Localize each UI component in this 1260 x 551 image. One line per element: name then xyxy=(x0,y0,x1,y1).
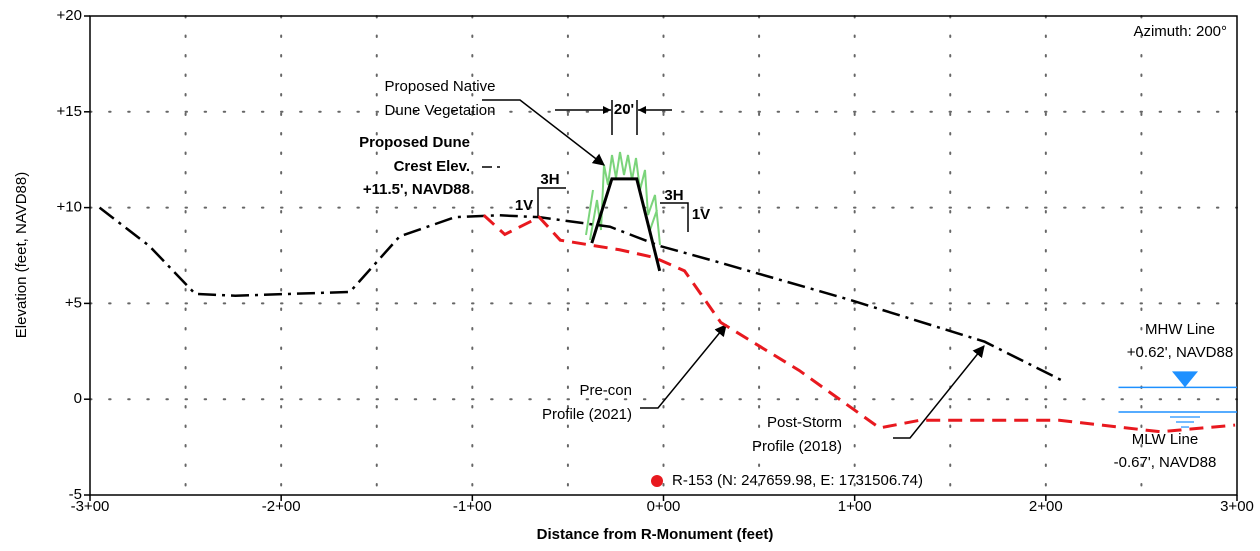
y-tick-label: -5 xyxy=(69,486,82,503)
annotation: Profile (2018) xyxy=(752,438,842,455)
leader xyxy=(893,345,985,439)
plot-frame xyxy=(89,15,1238,496)
annotation: MLW Line xyxy=(1132,431,1198,448)
annotation: -0.67', NAVD88 xyxy=(1114,454,1217,471)
x-tick-label: 3+00 xyxy=(1220,498,1254,515)
y-tick-label: +15 xyxy=(57,103,82,120)
annotation: 1V xyxy=(692,206,710,223)
x-axis-label: Distance from R-Monument (feet) xyxy=(537,526,774,543)
annotation: 3H xyxy=(540,171,559,188)
y-tick-label: 0 xyxy=(74,390,82,407)
x-tick-label: 0+00 xyxy=(647,498,681,515)
annotation: R-153 (N: 247659.98, E: 1731506.74) xyxy=(672,472,923,489)
series-line xyxy=(98,206,1066,384)
series-line xyxy=(590,177,662,272)
annotation: Proposed Dune xyxy=(359,134,470,151)
annotation: MHW Line xyxy=(1145,321,1215,338)
x-tick-label: 2+00 xyxy=(1029,498,1063,515)
leader xyxy=(640,324,727,409)
monument-marker xyxy=(651,475,663,487)
x-tick-label: -1+00 xyxy=(453,498,492,515)
slope-mark xyxy=(660,202,689,232)
azimuth: Azimuth: 200° xyxy=(1133,23,1227,40)
x-tick-label: 1+00 xyxy=(838,498,872,515)
y-axis-label: Elevation (feet, NAVD88) xyxy=(13,172,30,338)
y-tick-label: +10 xyxy=(57,199,82,216)
annotation: +11.5', NAVD88 xyxy=(363,181,470,198)
series-line xyxy=(482,214,1236,434)
annotation: Pre-con xyxy=(579,382,632,399)
mhw-symbol xyxy=(1172,371,1198,388)
annotation: 1V xyxy=(515,197,533,214)
annotation: 3H xyxy=(664,187,683,204)
y-tick-label: +5 xyxy=(65,294,82,311)
vegetation xyxy=(585,151,661,246)
grid xyxy=(89,15,1238,496)
annotation: Proposed Native xyxy=(385,78,496,95)
annotation: Dune Vegetation xyxy=(385,102,496,119)
annotation: 20' xyxy=(614,101,634,118)
annotation: +0.62', NAVD88 xyxy=(1127,344,1233,361)
annotation: Crest Elev. xyxy=(394,158,470,175)
annotation: Profile (2021) xyxy=(542,406,632,423)
dimension xyxy=(555,100,672,135)
leader xyxy=(482,99,605,166)
slope-mark xyxy=(537,187,566,218)
annotation: Post-Storm xyxy=(767,414,842,431)
x-tick-label: -3+00 xyxy=(71,498,110,515)
y-tick-label: +20 xyxy=(57,7,82,24)
plot xyxy=(98,177,1237,434)
x-tick-label: -2+00 xyxy=(262,498,301,515)
